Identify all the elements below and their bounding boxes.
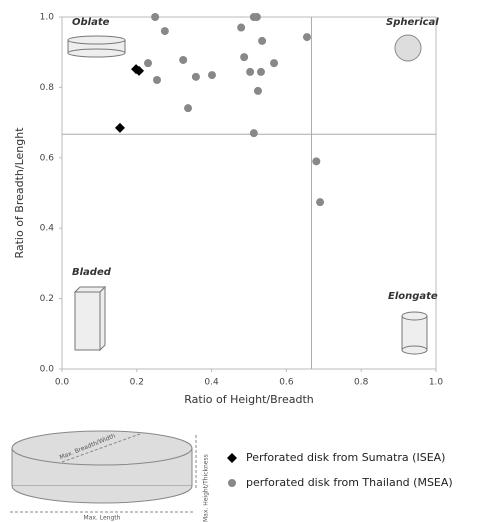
- annotation: Elongate: [388, 291, 438, 302]
- y-tick-label: 0.4: [40, 224, 55, 234]
- y-tick-label: 1.0: [40, 13, 55, 23]
- point: [270, 59, 278, 67]
- spherical-icon: [395, 35, 421, 61]
- x-tick-label: 0.4: [204, 378, 219, 388]
- chart: Oblate Spherical Bladed Elongate Ratio o…: [0, 0, 494, 522]
- point: [144, 59, 152, 67]
- legend-label: Perforated disk from Sumatra (ISEA): [246, 451, 445, 464]
- point: [316, 198, 324, 206]
- x-tick-label: 0.2: [130, 378, 144, 388]
- y-tick-label: 0.8: [40, 83, 55, 93]
- point: [115, 123, 125, 133]
- diagram-label: Max. Height/Thickness: [203, 454, 210, 522]
- legend-marker: [227, 453, 237, 463]
- point: [312, 157, 320, 165]
- annotation: Oblate: [72, 17, 110, 28]
- point: [151, 13, 159, 21]
- annotation: Spherical: [386, 17, 439, 28]
- point: [250, 129, 258, 137]
- x-tick-label: 0.0: [55, 378, 70, 388]
- legend-label: perforated disk from Thailand (MSEA): [246, 476, 453, 489]
- x-tick-label: 0.8: [354, 378, 369, 388]
- y-tick-label: 0.6: [40, 153, 55, 163]
- point: [208, 71, 216, 79]
- point: [258, 37, 266, 45]
- x-axis-title: Ratio of Height/Breadth: [184, 393, 314, 406]
- point: [303, 33, 311, 41]
- bladed-icon: [75, 287, 105, 350]
- oblate-icon: [68, 36, 125, 57]
- point: [253, 13, 261, 21]
- point: [179, 56, 187, 64]
- point: [240, 53, 248, 61]
- y-tick-label: 0.2: [40, 294, 54, 304]
- point: [153, 76, 161, 84]
- legend-marker: [228, 479, 236, 487]
- point: [184, 104, 192, 112]
- point: [237, 24, 245, 32]
- point: [192, 73, 200, 81]
- y-axis-title: Ratio of Breadth/Lenght: [13, 127, 26, 259]
- diagram-label: Max. Length: [84, 515, 121, 522]
- point: [246, 68, 254, 76]
- point: [161, 27, 169, 35]
- x-tick-label: 1.0: [429, 378, 444, 388]
- y-tick-label: 0.0: [40, 365, 55, 375]
- point: [254, 87, 262, 95]
- x-tick-label: 0.6: [279, 378, 294, 388]
- annotation: Bladed: [72, 267, 112, 278]
- elongate-icon: [402, 312, 427, 354]
- point: [257, 68, 265, 76]
